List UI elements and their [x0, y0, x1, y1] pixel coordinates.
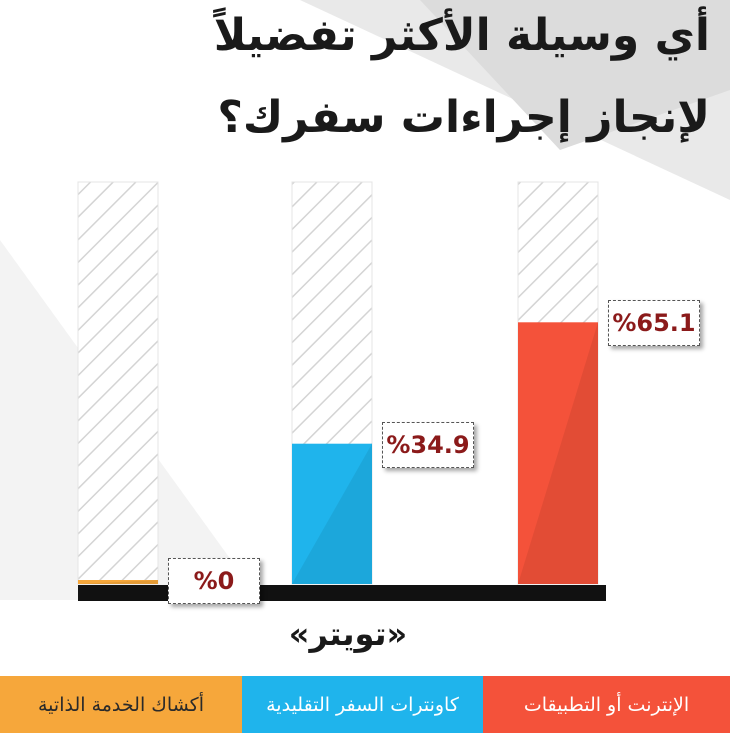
bar-kiosks	[78, 580, 158, 584]
legend-label: أكشاك الخدمة الذاتية	[38, 693, 204, 716]
bar-track-kiosks	[77, 181, 159, 585]
legend-label: الإنترنت أو التطبيقات	[523, 693, 690, 716]
bar-shade-internet	[518, 322, 598, 584]
bar-shade-counters	[292, 443, 372, 584]
legend-item-kiosks: أكشاك الخدمة الذاتية	[0, 676, 242, 733]
data-label-counters: %34.9	[382, 421, 474, 468]
chart-title-line2: لإنجاز إجراءات سفرك؟	[217, 92, 710, 143]
legend-item-counters: كاونترات السفر التقليدية	[242, 676, 483, 733]
bar-internet	[518, 322, 598, 584]
data-label-kiosks: %0	[168, 558, 260, 604]
source-label: «تويتر»	[288, 615, 408, 653]
legend-item-internet: الإنترنت أو التطبيقات	[483, 676, 730, 733]
chart-title-line1: أي وسيلة الأكثر تفضيلاً	[213, 10, 710, 61]
chart-baseline	[78, 585, 606, 601]
data-label-internet: %65.1	[608, 300, 700, 347]
bar-counters	[292, 443, 372, 584]
legend-label: كاونترات السفر التقليدية	[266, 693, 459, 716]
bar-shade-kiosks	[78, 580, 158, 584]
